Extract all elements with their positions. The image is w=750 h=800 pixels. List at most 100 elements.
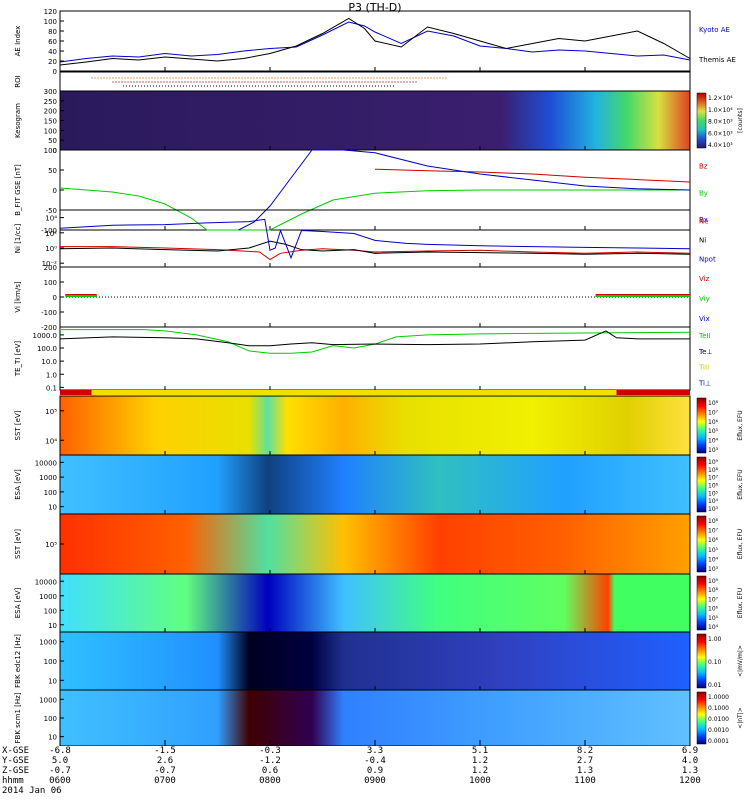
colorbar-tick-label: 10⁶	[708, 483, 719, 490]
legend-entry: TiII	[698, 364, 709, 372]
y-tick-label: 10.0	[41, 358, 57, 366]
y-tick-label: 100	[44, 658, 57, 666]
heatmap	[60, 632, 690, 690]
y-tick-label: 20	[48, 58, 57, 66]
colorbar-tick-label: 10⁷	[708, 409, 719, 416]
footer-value: 0900	[364, 776, 386, 786]
y-tick-label: 10000	[35, 578, 57, 586]
colorbar-tick-label: 10⁸	[708, 400, 719, 407]
footer-row: hhmm 0600 0700 0800 0900 1000 1100 1200	[0, 776, 750, 786]
legend-entry: Bx	[699, 216, 708, 224]
footer-row-label: Y-GSE	[2, 756, 30, 766]
velocity-segment	[65, 295, 97, 297]
legend-entry: Te⊥	[698, 348, 713, 356]
legend-entry: Themis AE	[698, 56, 736, 64]
footer-value: 3.3	[366, 746, 384, 756]
legend-entry: Viz	[699, 275, 710, 283]
y-tick-label: 1000	[39, 593, 57, 601]
colorbar-tick-label: 10³	[708, 506, 719, 513]
y-tick-label: 1000.0	[33, 332, 58, 340]
colorbar-label: Eflux, EFU	[737, 529, 744, 559]
footer-value: 1.3	[681, 766, 699, 776]
y-tick-label: 10⁵	[45, 408, 57, 416]
colorbar-tick-label: 1.0×10⁴	[708, 107, 733, 114]
series-line	[59, 187, 690, 231]
footer-value: 1000	[469, 776, 491, 786]
footer-value: 0.9	[366, 766, 384, 776]
panel-frame	[59, 209, 691, 268]
colorbar-tick-label: 10³	[708, 447, 719, 454]
y-tick-label: 0	[53, 147, 57, 155]
colorbar-tick-label: 10⁷	[708, 475, 719, 482]
y-tick-label: 10⁻²	[42, 260, 58, 268]
heatmap	[60, 514, 690, 574]
status-bar	[60, 390, 690, 395]
colorbar-tick-label: 10⁷	[708, 596, 719, 603]
footer-value: 1.3	[576, 766, 594, 776]
footer-value: 4.0	[681, 756, 699, 766]
y-tick-label: 0	[53, 187, 57, 195]
footer-value: 5.1	[471, 746, 489, 756]
panel-frame	[59, 326, 691, 391]
legend-entry: TeII	[698, 332, 711, 340]
series-line	[59, 17, 691, 66]
footer-value: -1.5	[154, 746, 176, 756]
colorbar-tick-label: 6.0×10³	[708, 130, 733, 137]
y-axis-label: FBK edc12 [Hz]	[14, 634, 22, 688]
legend-entry: Vix	[699, 315, 710, 323]
footer-value: 8.2	[576, 746, 594, 756]
colorbar-tick-label: 0.0100	[708, 716, 729, 723]
y-tick-label: 60	[48, 38, 57, 46]
footer-value: 6.9	[681, 746, 699, 756]
colorbar-label: Eflux, EFU	[737, 469, 744, 499]
footer-value: 0600	[49, 776, 71, 786]
y-tick-label: 300	[44, 88, 57, 96]
y-tick-label: 10	[48, 504, 57, 512]
y-axis-label: AE Index	[14, 26, 22, 57]
footer-value: -0.7	[49, 766, 71, 776]
legend-entry: Ti⊥	[698, 379, 711, 387]
footer-value: 0800	[259, 776, 281, 786]
y-axis-label: ROI	[14, 75, 22, 87]
footer-row: X-GSE -6.8 -1.5 -0.3 3.3 5.1 8.2 6.9	[0, 746, 750, 756]
footer-row: Y-GSE 5.0 2.6 -1.2 -0.4 1.2 2.7 4.0	[0, 756, 750, 766]
colorbar	[696, 575, 707, 631]
y-tick-label: 50	[48, 167, 57, 175]
colorbar	[696, 397, 707, 454]
footer-value: 5.0	[51, 756, 69, 766]
y-tick-label: 0	[53, 68, 57, 76]
y-axis-label: Kesogram	[14, 103, 22, 138]
legend-entry: By	[699, 189, 708, 197]
y-tick-label: 100	[44, 279, 57, 287]
footer-value: 1200	[679, 776, 701, 786]
colorbar-tick-label: 10⁸	[708, 467, 719, 474]
series-line	[59, 240, 691, 255]
footer-value: 0.6	[261, 766, 279, 776]
series-line	[238, 149, 691, 231]
y-tick-label: 80	[48, 28, 57, 36]
y-tick-label: 250	[44, 98, 57, 106]
colorbar-tick-label: 10⁴	[708, 438, 719, 445]
legend-entry: Kyoto AE	[699, 26, 730, 34]
y-axis-label: Ni [1/cc]	[14, 224, 22, 254]
y-tick-label: 10⁵	[45, 541, 57, 549]
colorbar-tick-label: 10⁹	[708, 578, 719, 585]
footer-value: -0.4	[364, 756, 386, 766]
y-tick-label: 10	[48, 677, 57, 685]
colorbar-tick-label: 10⁵	[708, 547, 719, 554]
colorbar	[696, 633, 707, 689]
y-tick-label: 0	[53, 294, 57, 302]
legend-entry: Viy	[699, 295, 710, 303]
series-line	[59, 21, 691, 63]
footer-value: 2.6	[156, 756, 174, 766]
y-tick-label: -100	[41, 227, 57, 235]
colorbar-tick-label: 10⁸	[708, 587, 719, 594]
status-bar-red	[616, 390, 690, 395]
y-tick-label: 50	[48, 137, 57, 145]
footer-value: -1.2	[259, 756, 281, 766]
heatmap	[60, 574, 690, 632]
colorbar	[696, 515, 707, 573]
series-line	[60, 329, 691, 354]
y-tick-label: -100	[41, 309, 57, 317]
